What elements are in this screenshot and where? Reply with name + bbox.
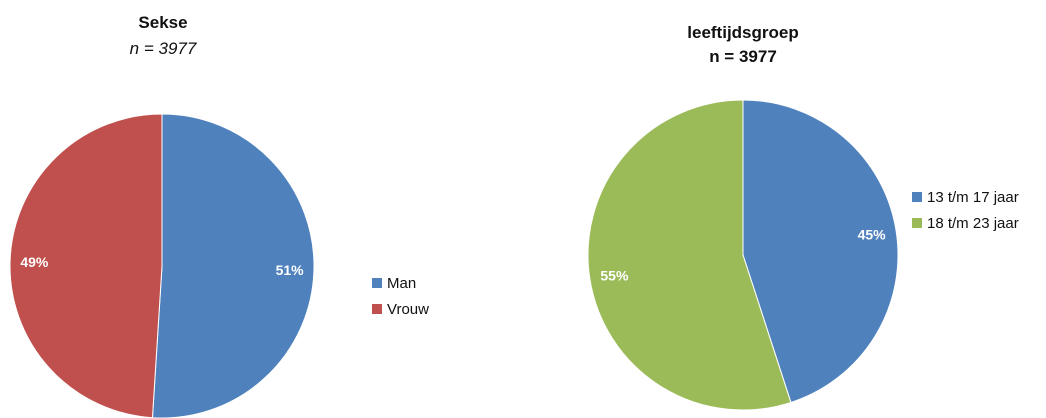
pie-chart-sekse: 51% 49% (9, 113, 315, 418)
legend-item-13-17: 13 t/m 17 jaar (912, 184, 1019, 210)
legend-item-vrouw: Vrouw (372, 296, 429, 322)
legend-swatch (912, 218, 922, 228)
slice-value-label: 55% (600, 267, 629, 283)
slice-value-label: 49% (20, 254, 49, 270)
legend-label: Vrouw (387, 300, 429, 318)
legend-swatch (912, 192, 922, 202)
chart-leeftijdsgroep: leeftijdsgroep n = 3977 45% 55% 13 t/m 17… (540, 0, 1046, 418)
chart-subtitle: n = 3977 (129, 39, 197, 58)
pie-slice-vrouw (9, 113, 163, 418)
pie-slice-18-t-m-23-jaar (587, 99, 792, 411)
legend-swatch (372, 278, 382, 288)
legend-label: 18 t/m 23 jaar (927, 214, 1019, 232)
pie-slice-man (151, 113, 315, 418)
slice-value-label: 51% (276, 262, 305, 278)
legend-item-man: Man (372, 270, 429, 296)
pie-chart-leeftijdsgroep: 45% 55% (587, 99, 899, 411)
chart-subtitle: n = 3977 (709, 47, 777, 66)
chart-title: Sekse (138, 13, 188, 32)
slice-value-label: 45% (858, 227, 887, 243)
chart-title: leeftijdsgroep (687, 23, 799, 42)
legend: 13 t/m 17 jaar 18 t/m 23 jaar (912, 184, 1019, 236)
legend: Man Vrouw (372, 270, 429, 322)
legend-swatch (372, 304, 382, 314)
chart-sekse: Sekse n = 3977 51% 49% Man Vrouw (0, 0, 500, 418)
pie-slice-13-t-m-17-jaar (742, 99, 899, 404)
legend-item-18-23: 18 t/m 23 jaar (912, 210, 1019, 236)
legend-label: 13 t/m 17 jaar (927, 188, 1019, 206)
legend-label: Man (387, 274, 417, 292)
